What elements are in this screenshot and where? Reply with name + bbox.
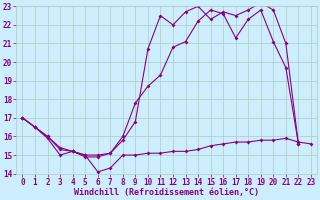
X-axis label: Windchill (Refroidissement éolien,°C): Windchill (Refroidissement éolien,°C) [74, 188, 259, 197]
